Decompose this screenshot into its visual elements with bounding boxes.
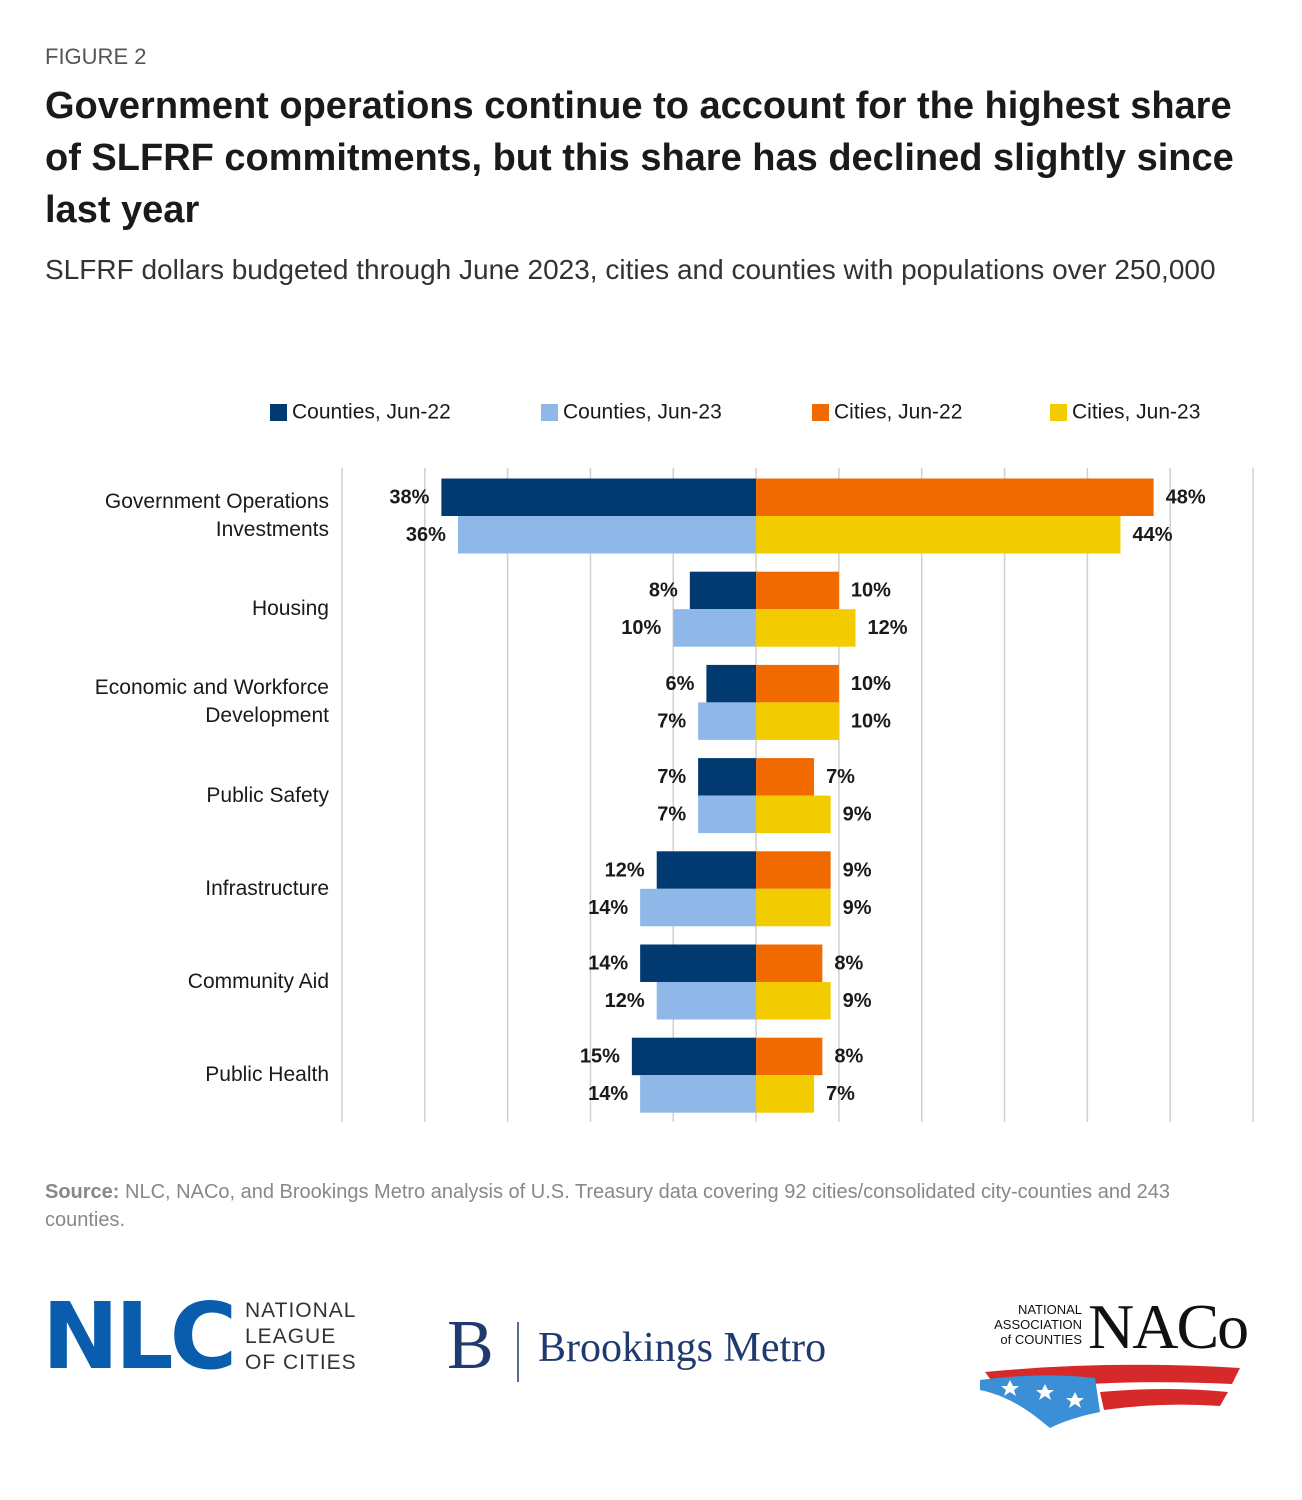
legend-swatch bbox=[812, 404, 829, 421]
naco-line: ASSOCIATION bbox=[994, 1317, 1082, 1332]
legend-swatch bbox=[270, 404, 287, 421]
category-label: Government Operations Investments bbox=[104, 490, 329, 541]
value-label: 48% bbox=[1166, 487, 1206, 509]
value-label: 9% bbox=[843, 897, 872, 919]
bar bbox=[689, 571, 757, 610]
value-label: 12% bbox=[867, 617, 907, 639]
bar bbox=[673, 609, 757, 647]
bar bbox=[441, 478, 757, 516]
bar bbox=[756, 478, 1154, 516]
bar bbox=[457, 516, 757, 554]
bar bbox=[756, 795, 831, 834]
value-label: 14% bbox=[588, 897, 628, 919]
bar bbox=[656, 982, 757, 1020]
naco-wordmark: NATIONAL ASSOCIATION of COUNTIES bbox=[960, 1302, 1082, 1347]
bar bbox=[640, 944, 757, 982]
legend-label: Cities, Jun-23 bbox=[1072, 401, 1200, 424]
bar bbox=[756, 888, 831, 927]
bar bbox=[756, 516, 1121, 554]
value-label: 10% bbox=[621, 617, 661, 639]
legend-swatch bbox=[1050, 404, 1067, 421]
bar bbox=[706, 664, 757, 703]
value-label: 9% bbox=[843, 990, 872, 1012]
bar bbox=[756, 609, 856, 647]
bar bbox=[631, 1037, 757, 1076]
bar bbox=[698, 795, 757, 834]
source-label: Source: bbox=[45, 1181, 120, 1203]
value-label: 8% bbox=[649, 580, 678, 602]
value-label: 44% bbox=[1132, 524, 1172, 546]
nlc-line: OF CITIES bbox=[245, 1351, 357, 1374]
legend-swatch bbox=[541, 404, 558, 421]
value-label: 10% bbox=[851, 710, 891, 732]
bar bbox=[756, 702, 839, 740]
value-label: 7% bbox=[826, 1083, 855, 1105]
value-label: 7% bbox=[657, 710, 686, 732]
legend-label: Counties, Jun-22 bbox=[292, 401, 451, 424]
nlc-wordmark: NATIONAL LEAGUE OF CITIES bbox=[245, 1298, 357, 1376]
nlc-line: LEAGUE bbox=[245, 1325, 337, 1348]
brookings-name: Brookings Metro bbox=[538, 1325, 827, 1371]
value-label: 12% bbox=[605, 990, 645, 1012]
naco-flag bbox=[980, 1364, 1240, 1428]
value-label: 7% bbox=[826, 766, 855, 788]
bar bbox=[756, 758, 815, 796]
naco-line: of COUNTIES bbox=[1000, 1332, 1082, 1347]
bar bbox=[698, 758, 757, 796]
value-label: 7% bbox=[657, 766, 686, 788]
bar bbox=[756, 944, 823, 982]
bar bbox=[756, 851, 831, 889]
bar bbox=[756, 1075, 815, 1113]
value-label: 14% bbox=[588, 953, 628, 975]
bar bbox=[640, 888, 757, 927]
bar bbox=[698, 702, 757, 740]
value-label: 9% bbox=[843, 804, 872, 826]
value-label: 6% bbox=[665, 673, 694, 695]
source-text: NLC, NACo, and Brookings Metro analysis … bbox=[45, 1181, 1171, 1231]
category-label: Infrastructure bbox=[205, 876, 329, 900]
value-label: 8% bbox=[834, 953, 863, 975]
category-label: Public Safety bbox=[206, 783, 329, 807]
figure-label: FIGURE 2 bbox=[45, 44, 147, 69]
naco-mark: NACo bbox=[1088, 1291, 1249, 1362]
bar bbox=[656, 851, 757, 889]
value-label: 9% bbox=[843, 859, 872, 881]
category-label: Public Health bbox=[205, 1063, 329, 1087]
category-label: Community Aid bbox=[187, 970, 329, 993]
value-label: 14% bbox=[588, 1083, 628, 1105]
chart-subtitle: SLFRF dollars budgeted through June 2023… bbox=[45, 254, 1216, 285]
naco-line: NATIONAL bbox=[1017, 1302, 1082, 1317]
source-note: Source: NLC, NACo, and Brookings Metro a… bbox=[45, 1178, 1245, 1234]
brookings-mark: B bbox=[447, 1307, 494, 1384]
legend-label: Counties, Jun-23 bbox=[563, 401, 722, 424]
nlc-mark: NLC bbox=[42, 1283, 237, 1390]
legend-label: Cities, Jun-22 bbox=[834, 401, 962, 424]
bar bbox=[640, 1075, 757, 1113]
value-label: 15% bbox=[580, 1046, 620, 1068]
value-label: 10% bbox=[851, 673, 891, 695]
value-label: 12% bbox=[605, 859, 645, 881]
category-label: Economic and Workforce Development bbox=[94, 676, 329, 728]
category-label: Housing bbox=[251, 597, 329, 621]
chart-title: Government operations continue to accoun… bbox=[45, 85, 1234, 231]
nlc-line: NATIONAL bbox=[245, 1299, 357, 1322]
bar bbox=[756, 664, 839, 703]
value-label: 8% bbox=[834, 1046, 863, 1068]
value-label: 10% bbox=[851, 580, 891, 602]
bar bbox=[756, 982, 831, 1020]
bar bbox=[756, 571, 839, 610]
value-label: 38% bbox=[389, 487, 429, 509]
bar bbox=[756, 1037, 823, 1076]
value-label: 36% bbox=[406, 524, 446, 546]
value-label: 7% bbox=[657, 804, 686, 826]
